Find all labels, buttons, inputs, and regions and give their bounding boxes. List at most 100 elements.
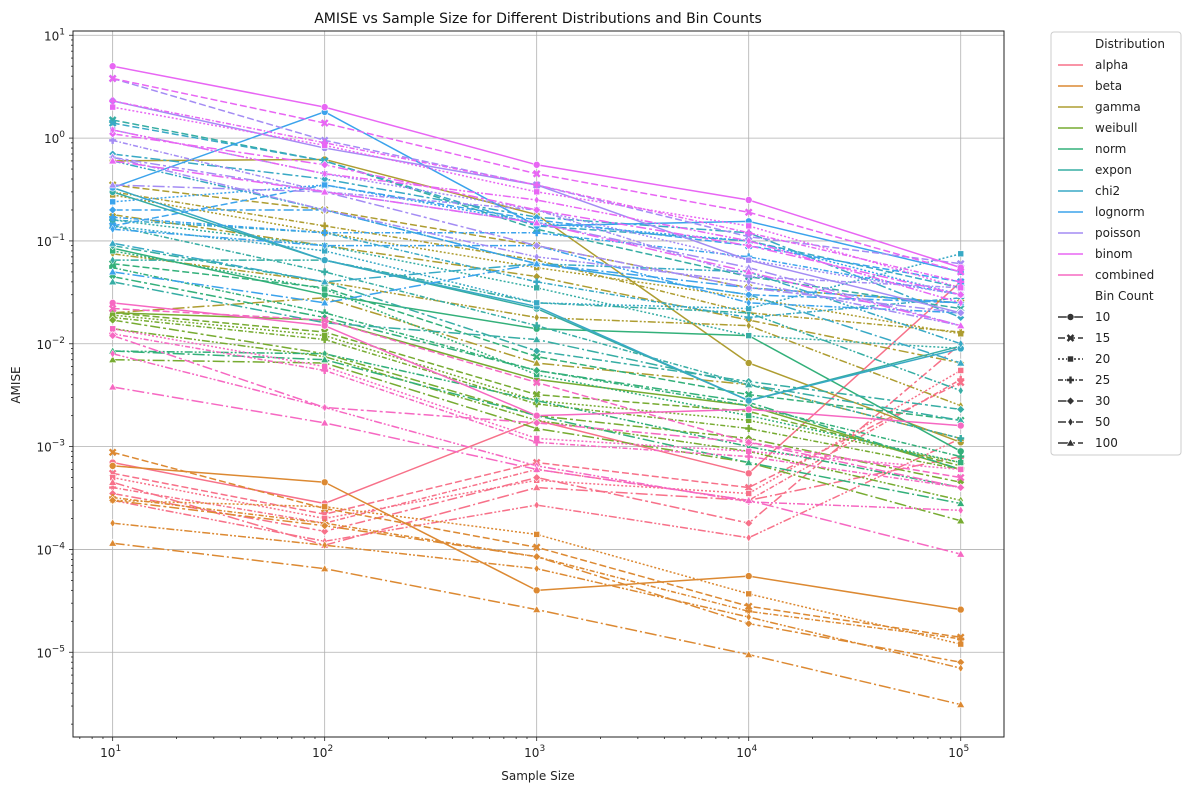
data-point <box>108 315 118 325</box>
data-point <box>956 549 966 558</box>
data-point <box>321 229 329 237</box>
series-line <box>112 194 961 335</box>
data-point <box>957 298 964 308</box>
data-point <box>744 208 753 217</box>
data-point <box>108 180 118 189</box>
data-point <box>744 602 753 611</box>
data-point <box>956 421 965 430</box>
data-point <box>321 169 328 179</box>
data-point <box>744 469 753 478</box>
data-point <box>957 434 965 442</box>
data-point <box>744 390 753 399</box>
data-point <box>532 411 541 420</box>
data-point <box>744 380 754 388</box>
data-point <box>533 564 540 574</box>
data-point <box>533 438 541 446</box>
data-point <box>108 538 118 547</box>
series-alpha-30 <box>108 339 966 536</box>
series-line <box>112 386 961 555</box>
data-point <box>320 298 330 307</box>
legend-entry-bins-100: 100 <box>1095 436 1118 450</box>
data-point <box>744 483 753 492</box>
legend-marker <box>1066 334 1075 342</box>
data-point <box>533 299 540 307</box>
data-point <box>533 181 541 189</box>
data-point <box>320 256 329 264</box>
series-line <box>112 275 961 471</box>
data-point <box>532 378 541 387</box>
data-point <box>745 332 753 339</box>
series-binom-20 <box>109 103 965 292</box>
data-point <box>320 526 330 536</box>
data-point <box>320 478 329 487</box>
data-point <box>320 521 330 531</box>
data-point <box>321 222 329 230</box>
legend-entry-bins-30: 30 <box>1095 394 1110 408</box>
legend-title-distribution: Distribution <box>1095 37 1165 51</box>
legend-entry-alpha: alpha <box>1095 58 1128 72</box>
x-tick-label: 102 <box>312 744 333 760</box>
data-point <box>320 355 330 363</box>
data-point <box>320 103 329 111</box>
data-point <box>109 97 117 105</box>
data-point <box>109 255 116 265</box>
y-tick-label: 10−2 <box>36 336 65 352</box>
data-point <box>532 423 542 432</box>
data-point <box>320 564 330 572</box>
data-point <box>745 424 753 432</box>
legend-frame <box>1050 31 1182 456</box>
data-point <box>532 366 542 375</box>
data-point <box>744 437 754 447</box>
data-point <box>532 586 541 595</box>
data-point <box>108 119 117 127</box>
data-point <box>108 495 118 505</box>
data-point <box>744 572 753 580</box>
data-point <box>109 198 116 206</box>
data-point <box>532 358 542 367</box>
series-lines <box>108 62 966 708</box>
data-point <box>320 316 329 324</box>
legend-entry-combined: combined <box>1095 268 1154 282</box>
y-tick-label: 10−4 <box>36 541 65 557</box>
x-tick-label: 104 <box>736 744 757 760</box>
data-point <box>956 483 966 492</box>
plot-area-frame <box>72 30 1005 738</box>
data-point <box>321 205 328 215</box>
legend-entry-bins-15: 15 <box>1095 331 1110 345</box>
data-point <box>744 196 753 204</box>
data-point <box>321 366 329 374</box>
series-line <box>112 225 961 310</box>
data-point <box>108 355 118 363</box>
data-point <box>745 321 752 331</box>
data-point <box>745 229 753 237</box>
data-point <box>533 188 540 196</box>
data-point <box>533 278 541 286</box>
data-point <box>108 331 118 341</box>
data-point <box>744 518 754 528</box>
data-point <box>108 238 118 247</box>
data-point <box>745 298 752 308</box>
y-tick-label: 10−3 <box>36 439 65 455</box>
data-point <box>533 252 540 262</box>
legend-entry-poisson: poisson <box>1095 226 1141 240</box>
data-point <box>744 649 754 658</box>
series-combined-15 <box>108 304 965 482</box>
data-point <box>532 259 542 268</box>
legend-entry-bins-25: 25 <box>1095 373 1110 387</box>
legend-marker <box>1067 355 1074 363</box>
data-point <box>533 396 540 406</box>
data-point <box>108 477 118 486</box>
series-beta-30 <box>108 495 966 667</box>
data-point <box>108 74 117 83</box>
data-point <box>109 103 116 111</box>
data-point <box>109 518 116 528</box>
legend-title-bin-count: Bin Count <box>1095 289 1154 303</box>
data-point <box>321 181 328 189</box>
series-line <box>112 522 961 669</box>
legend: Distribution alpha beta gamma weibull norm exp… <box>1050 31 1182 456</box>
legend-marker <box>1066 396 1075 406</box>
data-point <box>532 464 542 473</box>
data-point <box>533 313 540 322</box>
series-line <box>112 153 962 319</box>
legend-entry-norm: norm <box>1095 142 1126 156</box>
